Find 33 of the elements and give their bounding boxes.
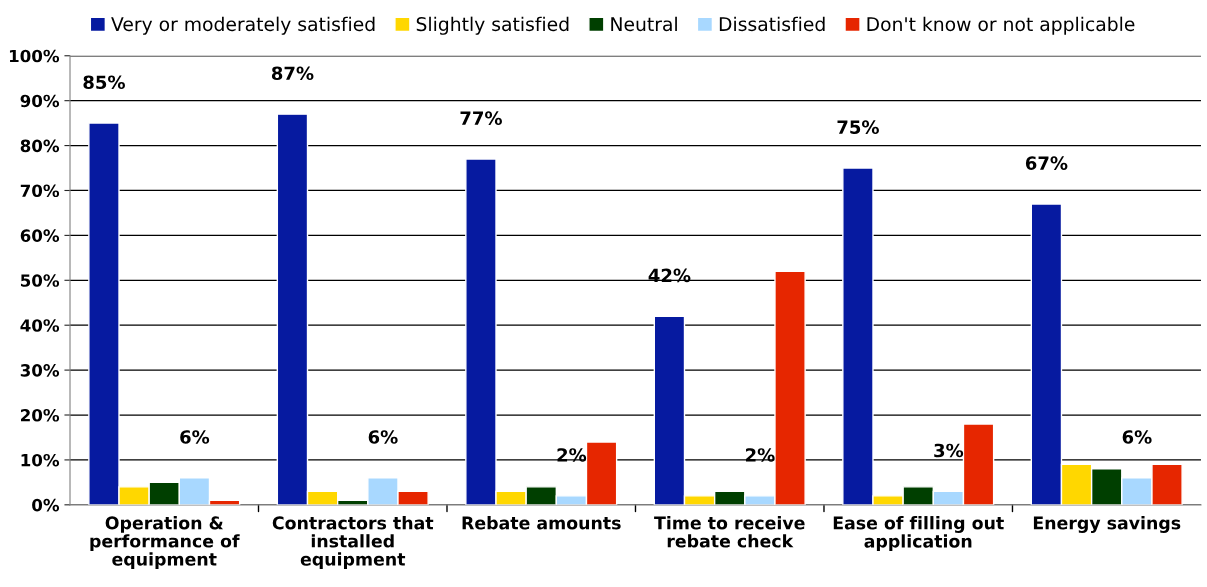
legend-label: Neutral <box>611 16 677 32</box>
legend-label: Dissatisfied <box>719 16 825 32</box>
data-label: 2% <box>745 448 775 462</box>
data-label: 87% <box>271 66 314 81</box>
y-tick-label: 70% <box>20 184 60 198</box>
x-tick-label: Ease of filling out application <box>833 516 1004 552</box>
data-label: 67% <box>1025 156 1068 170</box>
data-label: 77% <box>460 111 502 125</box>
y-tick-label: 10% <box>21 453 60 467</box>
y-tick-label: 50% <box>20 274 60 287</box>
y-tick-label: 0% <box>32 498 60 512</box>
y-tick-label: 90% <box>20 94 60 108</box>
y-tick-label: 30% <box>20 364 60 377</box>
x-tick-label: Energy savings <box>1033 516 1181 533</box>
legend-label: Slightly satisfied <box>416 16 569 35</box>
x-tick-label: Contractors that installed equipment <box>272 516 434 570</box>
data-label: 85% <box>83 75 125 90</box>
data-label: 2% <box>557 448 587 462</box>
x-tick-label: Time to receive rebate check <box>654 516 805 548</box>
data-label: 6% <box>1122 430 1152 444</box>
x-tick-label: Rebate amounts <box>462 516 621 530</box>
data-label: 6% <box>368 430 398 444</box>
data-label: 75% <box>837 120 879 134</box>
y-tick-label: 20% <box>21 408 60 422</box>
y-tick-label: 100% <box>9 49 60 63</box>
y-tick-label: 40% <box>20 319 60 332</box>
legend-label: Very or moderately satisfied <box>111 16 375 35</box>
legend-label: Don't know or not applicable <box>867 16 1135 35</box>
data-label: 6% <box>180 430 210 444</box>
y-tick-label: 80% <box>20 139 60 153</box>
y-tick-label: 60% <box>20 229 60 242</box>
x-tick-label: Operation & performance of equipment <box>90 516 240 570</box>
data-label: 3% <box>934 443 964 458</box>
